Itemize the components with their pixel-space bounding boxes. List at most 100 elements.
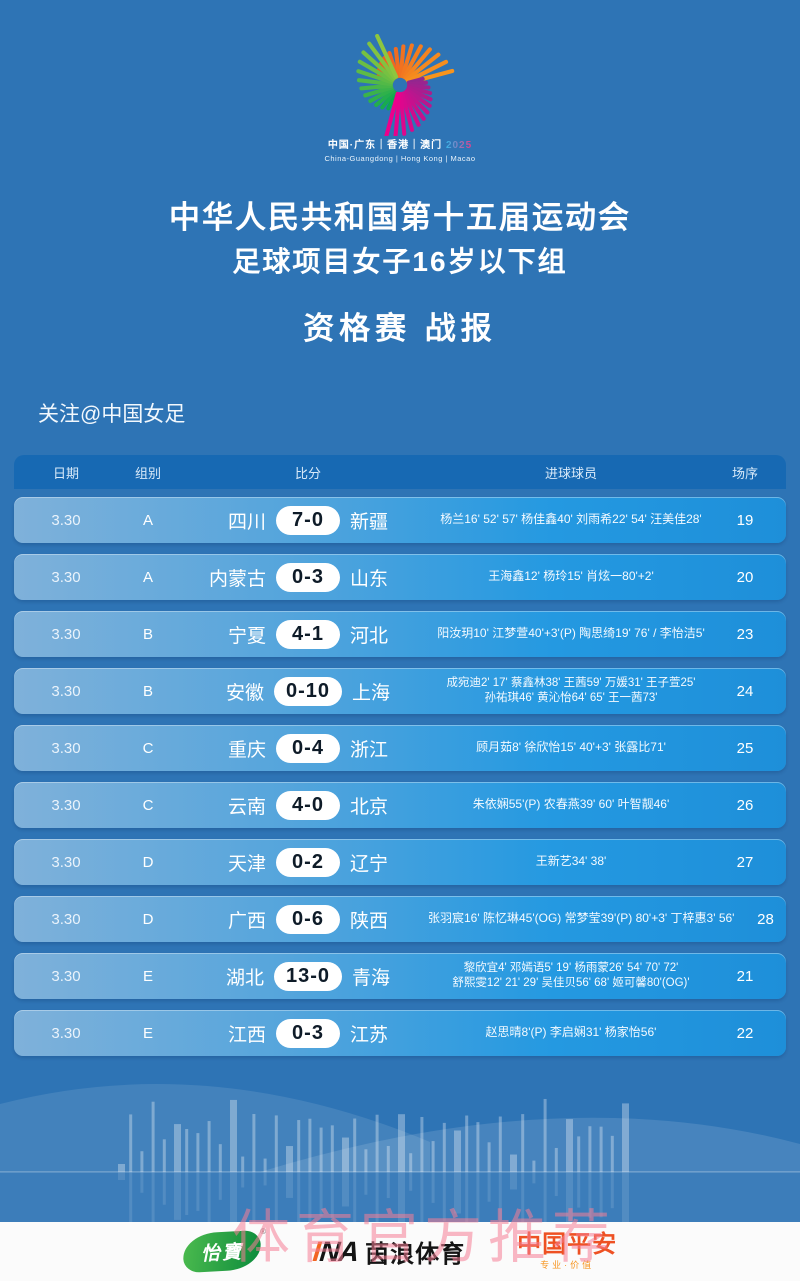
home-team: 湖北 [225, 967, 264, 989]
scorer-line: 王新艺34' 38' [535, 854, 607, 869]
score-pill: 4-0 [276, 790, 340, 820]
ina-mark: INA [311, 1235, 360, 1267]
games-logo-tagline-cn: 中国·广东｜香港｜澳门 [327, 140, 443, 151]
match-cell: 四川 7-0 新疆 [188, 505, 428, 535]
match-number-cell: 19 [736, 511, 754, 529]
column-header: 场序 [731, 465, 758, 481]
games-logo-tagline: 中国·广东｜香港｜澳门 2025 [0, 136, 800, 151]
scorer-line: 舒熙雯12' 21' 29' 吴佳贝56' 68' 姬可馨80'(OG)' [452, 977, 690, 989]
table-row: 3.30 A 内蒙古 0-3 山东 王海鑫12' 杨玲15' 肖炫一80'+2' 20 [14, 554, 786, 600]
group-cell: D [142, 853, 154, 871]
table-row: 3.30 E 江西 0-3 江苏 赵思晴8'(P) 李启娴31' 杨家怡56' 22 [14, 1010, 786, 1056]
group-cell: E [142, 967, 153, 985]
scorer-line: 杨兰16' 52' 57' 杨佳鑫40' 刘雨希22' 54' 汪美佳28' [440, 512, 702, 527]
results-table: 日期 组别 比分 进球球员 场序 3.30 A 四川 7-0 新疆 杨兰16' 52' 57' 杨… [14, 455, 786, 1056]
match-cell: 重庆 0-4 浙江 [188, 733, 428, 763]
scorers-cell: 杨兰16' 52' 57' 杨佳鑫40' 刘雨希22' 54' 汪美佳28' [428, 512, 714, 528]
scorers-cell: 朱依娴55'(P) 农春燕39' 60' 叶智靓46' [428, 797, 714, 813]
scorers-cell: 成宛迪2' 17' 蔡鑫林38' 王茜59' 万媛31' 王子萱25' 孙祐琪46… [428, 676, 714, 706]
home-team: 四川 [227, 511, 266, 533]
match-number-cell: 25 [736, 739, 754, 757]
page-title: 中华人民共和国第十五届运动会 [169, 200, 631, 235]
cestbon-label: 怡寶 [200, 1241, 244, 1266]
column-header: 比分 [294, 465, 321, 481]
column-header: 进球球员 [544, 465, 597, 481]
score-pill: 0-6 [276, 904, 340, 934]
score-pill: 0-10 [273, 676, 343, 706]
table-row: 3.30 C 云南 4-0 北京 朱依娴55'(P) 农春燕39' 60' 叶智靓46' 2… [14, 782, 786, 828]
group-cell: B [142, 682, 153, 700]
scorer-line: 阳汝玥10' 江梦萱40'+3'(P) 陶思绮19' 76' / 李怡洁5' [437, 626, 705, 641]
group-cell: D [142, 910, 154, 928]
match-cell: 安徽 0-10 上海 [188, 676, 428, 706]
match-number-cell: 26 [736, 796, 754, 814]
follow-account-label: 关注@中国女足 [38, 403, 186, 426]
ina-label: 茵浪体育 [365, 1241, 466, 1268]
match-cell: 江西 0-3 江苏 [188, 1018, 428, 1048]
table-row: 3.30 C 重庆 0-4 浙江 顾月茹8' 徐欣怡15' 40'+3' 张露比71' 25 [14, 725, 786, 771]
games-logo-tagline-en: China-Guangdong | Hong Kong | Macao [324, 154, 476, 163]
match-number-cell: 22 [736, 1024, 754, 1042]
pingan-logo: 中国平安 专业·价值 [517, 1231, 617, 1270]
home-team: 广西 [227, 910, 266, 932]
registered-mark-icon: ® [259, 1226, 269, 1236]
page-subtitle: 足球项目女子16岁以下组 [232, 246, 568, 277]
sponsor-footer: 怡寶 ® INA 茵浪体育 中国平安 专业·价值 [0, 1222, 800, 1281]
group-cell: E [142, 1024, 153, 1042]
scorer-line: 王海鑫12' 杨玲15' 肖炫一80'+2' [488, 569, 654, 584]
away-team: 北京 [350, 796, 389, 818]
date-cell: 3.30 [51, 1024, 81, 1042]
scorer-line: 孙祐琪46' 黄沁怡64' 65' 王一茜73' [484, 692, 658, 704]
date-cell: 3.30 [51, 853, 81, 871]
table-row: 3.30 B 宁夏 4-1 河北 阳汝玥10' 江梦萱40'+3'(P) 陶思绮19' 7… [14, 611, 786, 657]
table-row: 3.30 A 四川 7-0 新疆 杨兰16' 52' 57' 杨佳鑫40' 刘雨希22' … [14, 497, 786, 543]
score-pill: 0-2 [276, 847, 340, 877]
away-team: 江苏 [350, 1024, 389, 1046]
home-team: 江西 [227, 1024, 266, 1046]
score-pill: 4-1 [276, 619, 340, 649]
match-cell: 天津 0-2 辽宁 [188, 847, 428, 877]
date-cell: 3.30 [51, 967, 81, 985]
table-header: 日期 组别 比分 进球球员 场序 [14, 455, 786, 489]
score-pill: 0-4 [276, 733, 340, 763]
away-team: 河北 [350, 625, 389, 647]
home-team: 重庆 [227, 739, 266, 761]
column-header: 日期 [52, 465, 79, 481]
match-cell: 湖北 13-0 青海 [188, 961, 428, 991]
match-number-cell: 23 [736, 625, 754, 643]
away-team: 辽宁 [350, 853, 389, 875]
match-cell: 内蒙古 0-3 山东 [188, 562, 428, 592]
scorers-cell: 阳汝玥10' 江梦萱40'+3'(P) 陶思绮19' 76' / 李怡洁5' [428, 626, 714, 642]
pingan-slogan: 专业·价值 [540, 1259, 595, 1270]
table-rows: 3.30 A 四川 7-0 新疆 杨兰16' 52' 57' 杨佳鑫40' 刘雨希22' … [14, 497, 786, 1056]
games-logo: 中国·广东｜香港｜澳门 2025 China-Guangdong | Hong … [0, 34, 800, 163]
match-number-cell: 27 [736, 853, 754, 871]
home-team: 宁夏 [227, 625, 266, 647]
date-cell: 3.30 [51, 796, 81, 814]
group-cell: C [142, 739, 154, 757]
score-pill: 13-0 [273, 961, 343, 991]
ina-sports-logo: INA 茵浪体育 [311, 1234, 466, 1269]
table-row: 3.30 D 天津 0-2 辽宁 王新艺34' 38' 27 [14, 839, 786, 885]
home-team: 云南 [227, 796, 266, 818]
match-cell: 广西 0-6 陕西 [188, 904, 428, 934]
skyline-decoration [0, 1084, 800, 1222]
scorers-cell: 黎欣宜4' 邓嫣语5' 19' 杨雨蒙26' 54' 70' 72' 舒熙雯12'… [428, 961, 714, 991]
scorers-cell: 王新艺34' 38' [428, 854, 714, 870]
scorer-line: 黎欣宜4' 邓嫣语5' 19' 杨雨蒙26' 54' 70' 72' [463, 961, 679, 974]
away-team: 上海 [352, 682, 391, 704]
games-logo-spiral-icon [356, 34, 455, 136]
group-cell: C [142, 796, 154, 814]
date-cell: 3.30 [51, 625, 81, 643]
group-cell: A [142, 568, 153, 586]
group-cell: B [142, 625, 153, 643]
away-team: 青海 [352, 967, 391, 989]
match-number-cell: 24 [736, 682, 754, 700]
scorers-cell: 张羽宸16' 陈忆琳45'(OG) 常梦莹39'(P) 80'+3' 丁梓惠3'… [428, 911, 734, 927]
score-pill: 7-0 [276, 505, 340, 535]
date-cell: 3.30 [51, 511, 81, 529]
away-team: 新疆 [350, 511, 389, 533]
table-row: 3.30 E 湖北 13-0 青海 黎欣宜4' 邓嫣语5' 19' 杨雨蒙26' 54' … [14, 953, 786, 999]
scorer-line: 成宛迪2' 17' 蔡鑫林38' 王茜59' 万媛31' 王子萱25' [446, 676, 696, 689]
score-pill: 0-3 [276, 562, 340, 592]
